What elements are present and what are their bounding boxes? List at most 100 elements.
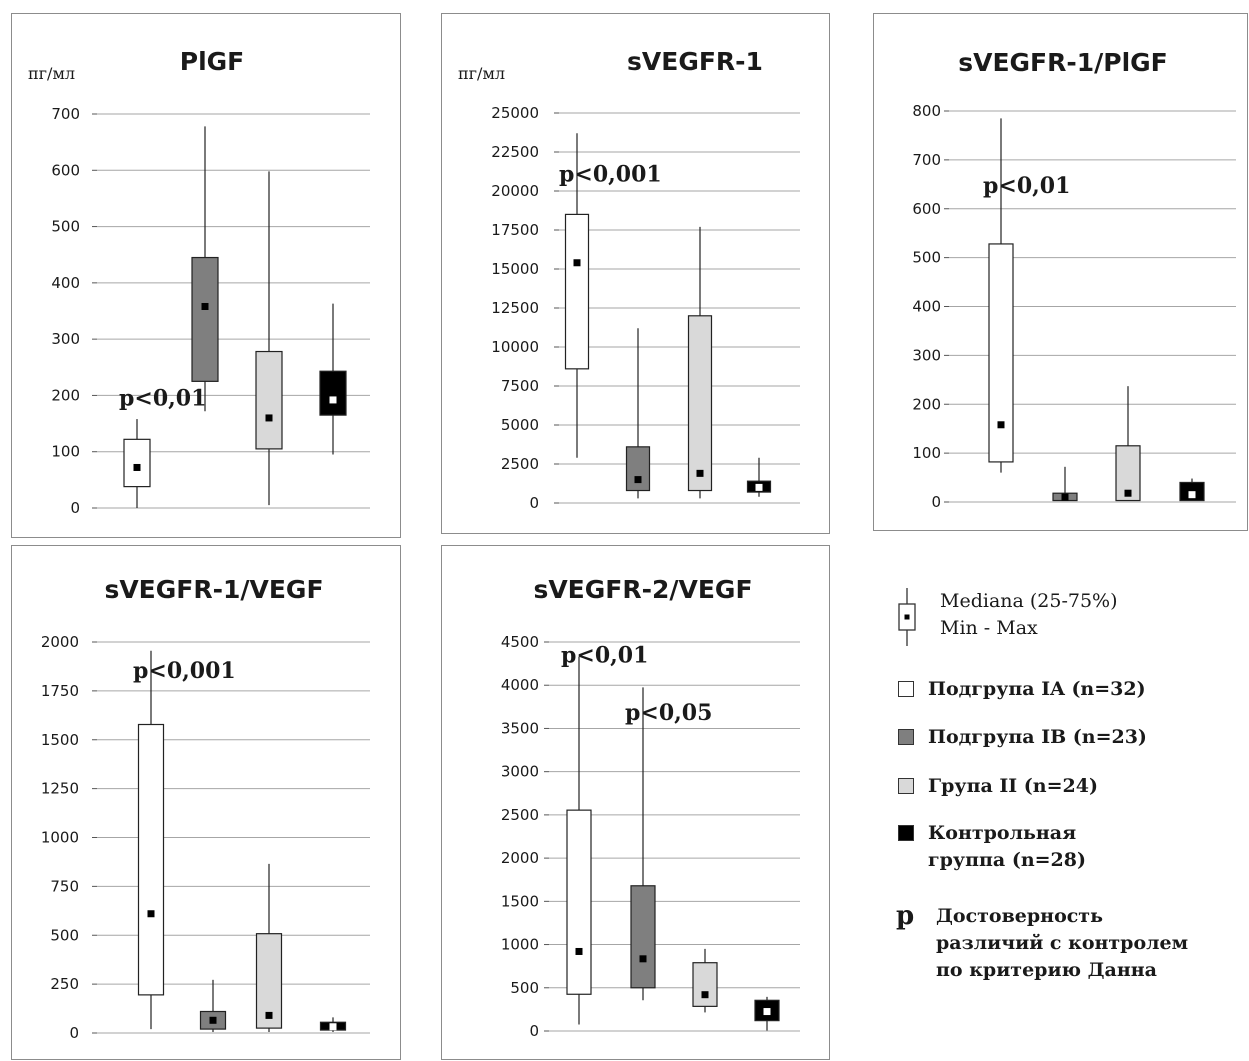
box-1 — [566, 656, 592, 1025]
legend-swatch-group-ii — [898, 778, 914, 794]
y-tick-label: 3500 — [501, 719, 539, 737]
y-tick-label: 500 — [51, 218, 80, 236]
chart-panel-plgf: PlGF пг/мл 0 100 200 300 400 500 600 700 p<0,01 — [11, 13, 401, 538]
y-tick-label: 25000 — [491, 104, 539, 122]
iqr-box — [564, 213, 590, 370]
iqr-box — [137, 723, 165, 996]
y-tick-label: 15000 — [491, 260, 539, 278]
box-4 — [319, 303, 347, 455]
y-tick-label: 2000 — [501, 849, 539, 867]
median-marker — [696, 469, 704, 477]
y-tick-label: 100 — [51, 443, 80, 461]
legend-label-group-ia: Подгрупа IA (n=32) — [928, 678, 1146, 700]
p-value-annotation: p<0,001 — [133, 658, 236, 684]
y-tick-label: 100 — [912, 444, 941, 462]
y-tick-label: 1000 — [501, 936, 539, 954]
legend-p-symbol: p — [896, 901, 915, 931]
iqr-box — [687, 315, 713, 492]
y-tick-label: 2500 — [501, 455, 539, 473]
y-tick-label: 1500 — [41, 731, 79, 749]
y-tick-label: 400 — [51, 274, 80, 292]
box-3 — [255, 863, 283, 1033]
y-tick-label: 400 — [912, 298, 941, 316]
y-tick-label: 20000 — [491, 182, 539, 200]
y-unit-label: пг/мл — [28, 64, 75, 83]
y-tick-label: 3000 — [501, 763, 539, 781]
legend-swatch-group-ia — [898, 681, 914, 697]
chart-title: sVEGFR-2/VEGF — [533, 575, 752, 604]
median-marker — [573, 259, 581, 267]
y-tick-label: 1750 — [41, 682, 79, 700]
box-3 — [1115, 386, 1141, 502]
box-1 — [564, 133, 590, 458]
y-tick-label: 12500 — [491, 299, 539, 317]
y-tick-label: 200 — [51, 386, 80, 404]
y-tick-label: 300 — [912, 346, 941, 364]
chart-title: sVEGFR-1/PlGF — [958, 48, 1168, 77]
y-tick-label: 1250 — [41, 780, 79, 798]
iqr-box — [566, 809, 592, 995]
iqr-box — [255, 350, 283, 450]
chart-panel-svegfr1: sVEGFR-1 пг/мл 0 2500 5000 7500 10000 12500 1500… — [441, 13, 830, 534]
median-marker — [1061, 493, 1069, 501]
y-tick-label: 4500 — [501, 633, 539, 651]
box-4 — [319, 1017, 347, 1033]
legend: Mediana (25-75%) Min - Max Подгрупа IA (… — [880, 588, 1245, 1058]
box-4 — [746, 457, 772, 497]
iqr-box — [692, 962, 718, 1007]
iqr-box — [625, 446, 651, 492]
box-1 — [123, 419, 151, 508]
iqr-box — [988, 243, 1014, 463]
p-value-annotation: p<0,01 — [119, 386, 206, 412]
box-3 — [255, 171, 283, 506]
p-value-annotation: p<0,01 — [561, 643, 648, 669]
median-marker — [329, 396, 337, 404]
y-tick-label: 22500 — [491, 143, 539, 161]
median-marker — [329, 1023, 337, 1031]
iqr-box — [319, 370, 347, 416]
p-value-annotation: p<0,05 — [625, 700, 712, 726]
iqr-box — [123, 438, 151, 488]
y-tick-label: 7500 — [501, 377, 539, 395]
iqr-box — [1115, 445, 1141, 502]
box-1 — [137, 650, 165, 1030]
legend-swatch-group-ib — [898, 729, 914, 745]
median-marker — [133, 463, 141, 471]
y-tick-label: 2000 — [41, 633, 79, 651]
box-plot-svegfr2-vegf: sVEGFR-2/VEGF 0 500 1000 1500 2000 2500 3000 350… — [501, 575, 800, 1040]
y-tick-label: 0 — [529, 494, 539, 512]
median-marker — [265, 1011, 273, 1019]
legend-item-group-ib: Подгрупа IB (n=23) — [880, 724, 1147, 751]
y-tick-label: 700 — [51, 105, 80, 123]
legend-item-group-ia: Подгрупа IA (n=32) — [880, 676, 1146, 703]
y-tick-label: 0 — [70, 499, 80, 517]
legend-item-p-value: p Достоверность различий с контролем по … — [880, 903, 1188, 984]
y-tick-label: 200 — [912, 395, 941, 413]
y-tick-label: 600 — [51, 161, 80, 179]
box-2 — [1052, 466, 1078, 502]
y-tick-label: 750 — [50, 877, 79, 895]
box-plot-svegfr1-vegf: sVEGFR-1/VEGF 0 250 500 750 1000 1250 1500 1750 2… — [41, 575, 370, 1042]
y-tick-label: 0 — [931, 493, 941, 511]
y-tick-label: 700 — [912, 151, 941, 169]
legend-swatch-control — [898, 825, 914, 841]
median-marker — [634, 476, 642, 484]
p-value-annotation: p<0,01 — [983, 173, 1070, 199]
y-tick-label: 1000 — [41, 829, 79, 847]
median-marker — [209, 1016, 217, 1024]
median-marker — [701, 991, 709, 999]
box-1 — [988, 118, 1014, 473]
chart-panel-svegfr1-vegf: sVEGFR-1/VEGF 0 250 500 750 1000 1250 1500 1750 2… — [11, 545, 401, 1060]
y-tick-label: 2500 — [501, 806, 539, 824]
legend-item-control: Контрольная группа (n=28) — [880, 820, 1086, 874]
y-tick-label: 10000 — [491, 338, 539, 356]
chart-title: sVEGFR-1/VEGF — [104, 575, 323, 604]
legend-p-description: Достоверность различий с контролем по кр… — [936, 905, 1189, 981]
legend-label-control: Контрольная группа (n=28) — [928, 822, 1086, 871]
y-tick-label: 600 — [912, 200, 941, 218]
median-marker — [265, 414, 273, 422]
y-tick-label: 0 — [529, 1022, 539, 1040]
legend-item-group-ii: Група II (n=24) — [880, 773, 1098, 800]
legend-label-group-ii: Група II (n=24) — [928, 775, 1098, 797]
median-marker — [997, 421, 1005, 429]
